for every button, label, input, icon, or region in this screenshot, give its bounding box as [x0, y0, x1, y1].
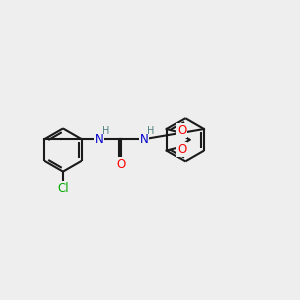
Text: H: H	[147, 126, 154, 136]
Text: O: O	[177, 124, 186, 137]
Text: Cl: Cl	[57, 182, 69, 195]
Text: O: O	[177, 142, 186, 156]
Text: H: H	[102, 126, 109, 136]
Text: N: N	[94, 133, 103, 146]
Text: O: O	[117, 158, 126, 171]
Text: N: N	[140, 133, 148, 146]
